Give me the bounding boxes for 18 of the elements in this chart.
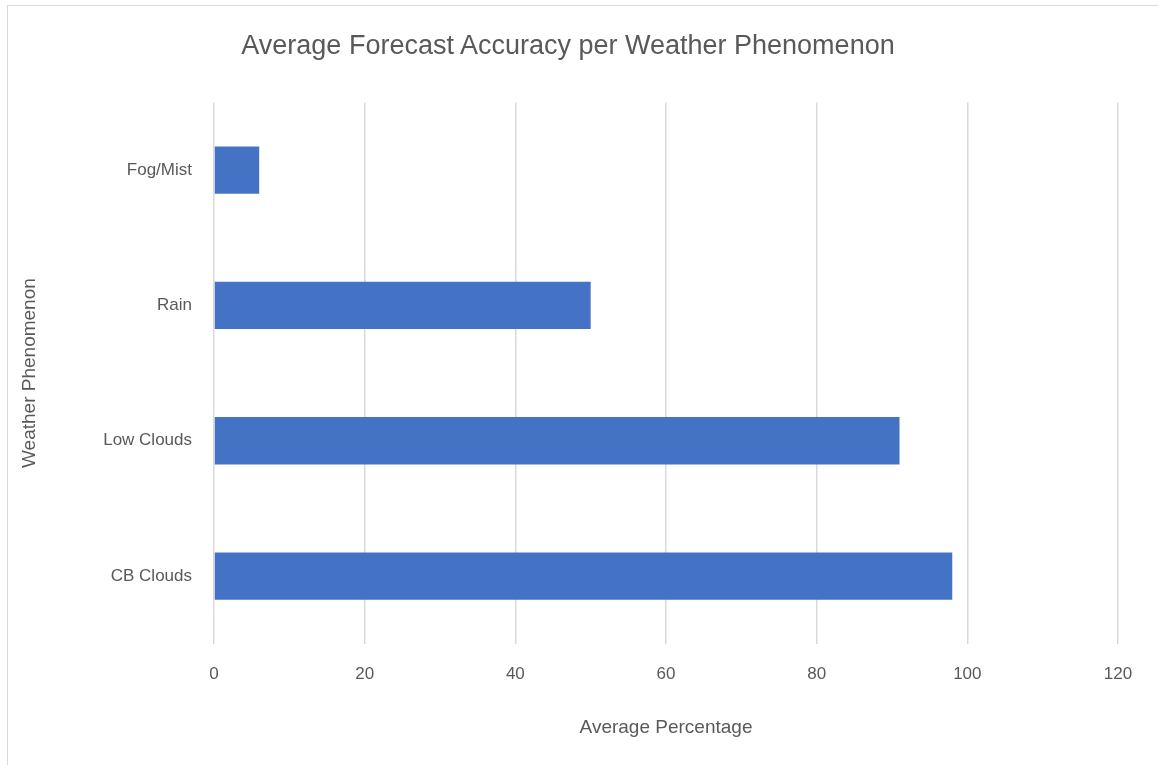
x-tick-label: 120 — [1103, 663, 1133, 683]
y-axis-title: Weather Phenomenon — [17, 278, 39, 468]
x-tick-label: 60 — [656, 663, 676, 683]
chart-title: Average Forecast Accuracy per Weather Phenomenon — [241, 29, 895, 60]
bar — [214, 146, 260, 194]
x-tick-label: 20 — [355, 663, 375, 683]
x-tick-label: 100 — [953, 663, 982, 683]
bar — [214, 417, 900, 465]
y-tick-label: Low Clouds — [103, 430, 192, 450]
y-tick-label: Fog/Mist — [126, 159, 193, 179]
x-tick-label: 40 — [505, 663, 525, 683]
bar — [214, 281, 591, 330]
x-tick-label: 0 — [209, 663, 219, 683]
y-tick-label: CB Clouds — [110, 565, 192, 585]
x-tick-label: 80 — [807, 663, 827, 683]
x-axis-title: Average Percentage — [579, 715, 753, 737]
bar — [214, 552, 953, 600]
y-tick-label: Rain — [157, 295, 192, 315]
